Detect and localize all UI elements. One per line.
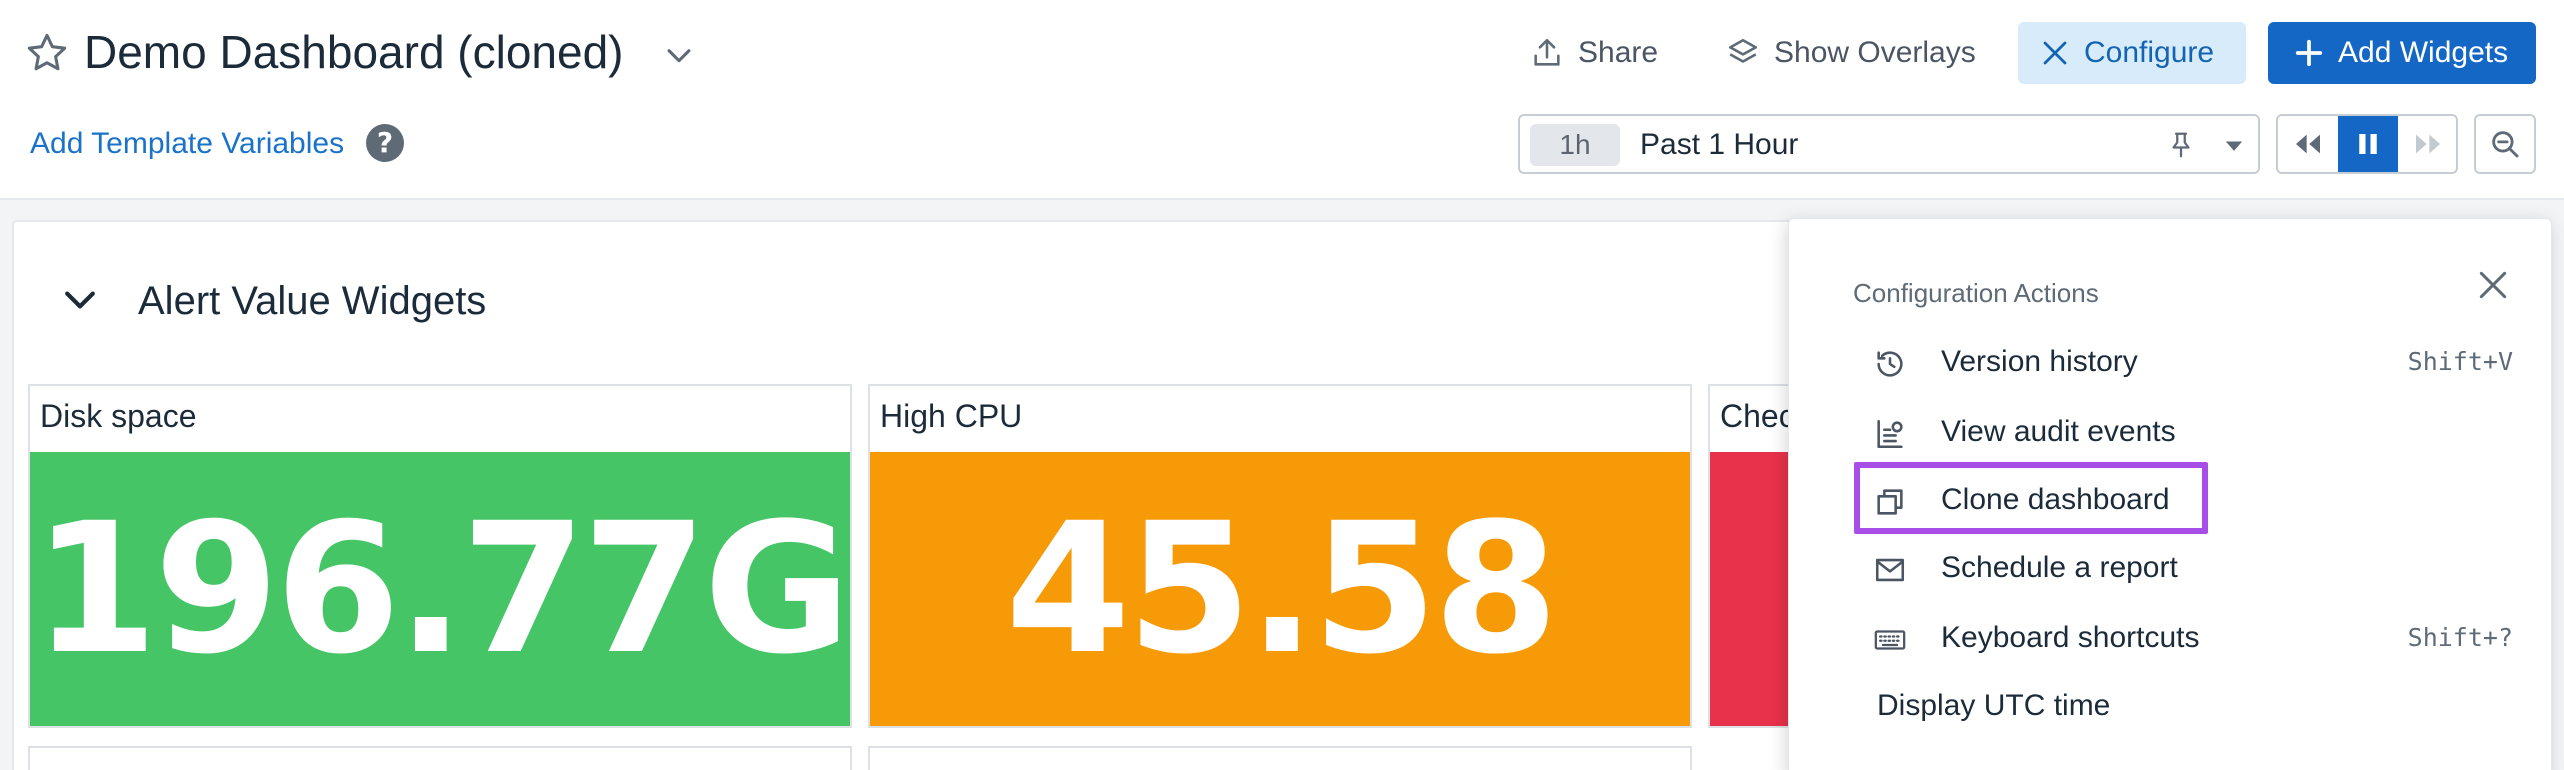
add-widgets-label: Add Widgets <box>2338 36 2509 69</box>
collapse-chevron-icon[interactable] <box>60 284 100 316</box>
caret-down-icon[interactable] <box>2220 130 2248 160</box>
keyboard-icon <box>1874 630 1906 650</box>
menu-item-label: Display UTC time <box>1877 689 2111 722</box>
configure-button[interactable]: Configure <box>2018 22 2246 84</box>
clone-icon <box>1877 489 1903 515</box>
pin-icon[interactable] <box>2166 130 2196 160</box>
configuration-panel: Configuration Actions Version history Sh… <box>1788 218 2552 770</box>
shortcut-hint: Shift+? <box>2407 623 2513 652</box>
menu-item-version-history[interactable]: Version history Shift+V <box>1853 331 2513 393</box>
share-icon <box>1534 38 1560 66</box>
show-overlays-label: Show Overlays <box>1774 36 1976 69</box>
history-icon <box>1877 351 1903 377</box>
layers-icon <box>1728 38 1758 63</box>
widget-title: Chec <box>1720 398 1795 434</box>
time-range-label: Past 1 Hour <box>1640 128 1799 161</box>
menu-item-clone-dashboard[interactable]: Clone dashboard <box>1853 469 2513 531</box>
pause-icon <box>2359 134 2377 154</box>
configure-label: Configure <box>2084 36 2215 69</box>
close-icon[interactable] <box>2473 265 2513 305</box>
favorite-star-icon[interactable] <box>24 30 70 76</box>
widget-value-panel: 196.77G <box>30 452 851 726</box>
help-icon[interactable]: ? <box>366 124 404 162</box>
add-template-variables-link[interactable]: Add Template Variables <box>30 127 345 160</box>
show-overlays-button[interactable]: Show Overlays <box>1726 22 1976 84</box>
audit-icon <box>1877 419 1903 449</box>
time-range-chip: 1h <box>1530 124 1620 166</box>
widget-value: 45.58 <box>1005 484 1558 694</box>
fast-forward-button[interactable] <box>2398 116 2456 172</box>
rewind-button[interactable] <box>2278 116 2338 172</box>
menu-item-view-audit-events[interactable]: View audit events <box>1853 401 2513 463</box>
menu-item-schedule-report[interactable]: Schedule a report <box>1853 537 2513 599</box>
pause-button[interactable] <box>2338 116 2398 172</box>
share-label: Share <box>1578 36 1659 69</box>
highlight-box <box>1854 462 2208 534</box>
menu-item-label: Version history <box>1941 345 2138 378</box>
widget-partial <box>28 746 852 770</box>
share-button[interactable]: Share <box>1530 22 1658 84</box>
zoom-out-icon <box>2492 131 2519 158</box>
close-icon <box>2043 41 2067 65</box>
menu-item-keyboard-shortcuts[interactable]: Keyboard shortcuts Shift+? <box>1853 607 2513 669</box>
menu-item-label: View audit events <box>1941 415 2176 448</box>
widget-high-cpu[interactable]: High CPU 45.58 <box>868 384 1692 728</box>
envelope-icon <box>1875 558 1905 582</box>
widget-value: 196.77G <box>32 484 851 694</box>
dashboard-title[interactable]: Demo Dashboard (cloned) <box>84 26 624 78</box>
widget-value-panel: 45.58 <box>870 452 1690 726</box>
zoom-out-button[interactable] <box>2474 114 2536 174</box>
menu-item-label: Keyboard shortcuts <box>1941 621 2200 654</box>
shortcut-hint: Shift+V <box>2407 347 2513 376</box>
panel-heading: Configuration Actions <box>1853 278 2099 308</box>
menu-item-label: Clone dashboard <box>1941 483 2170 516</box>
widget-partial <box>868 746 1692 770</box>
plus-icon <box>2295 39 2323 67</box>
time-range-picker[interactable]: 1h Past 1 Hour <box>1518 114 2260 174</box>
menu-item-label: Schedule a report <box>1941 551 2178 584</box>
dashboard-header: Demo Dashboard (cloned) Add Template Var… <box>0 0 2564 200</box>
playback-controls <box>2276 114 2458 174</box>
widget-disk-space[interactable]: Disk space 196.77G <box>28 384 852 728</box>
rewind-icon <box>2296 134 2320 154</box>
group-title: Alert Value Widgets <box>138 279 487 323</box>
menu-item-display-utc-time[interactable]: Display UTC time <box>1853 675 2513 737</box>
widget-title: Disk space <box>40 398 197 434</box>
fast-forward-icon <box>2416 134 2440 154</box>
chevron-down-icon[interactable] <box>662 38 696 72</box>
widget-title: High CPU <box>880 398 1023 434</box>
add-widgets-button[interactable]: Add Widgets <box>2268 22 2536 84</box>
